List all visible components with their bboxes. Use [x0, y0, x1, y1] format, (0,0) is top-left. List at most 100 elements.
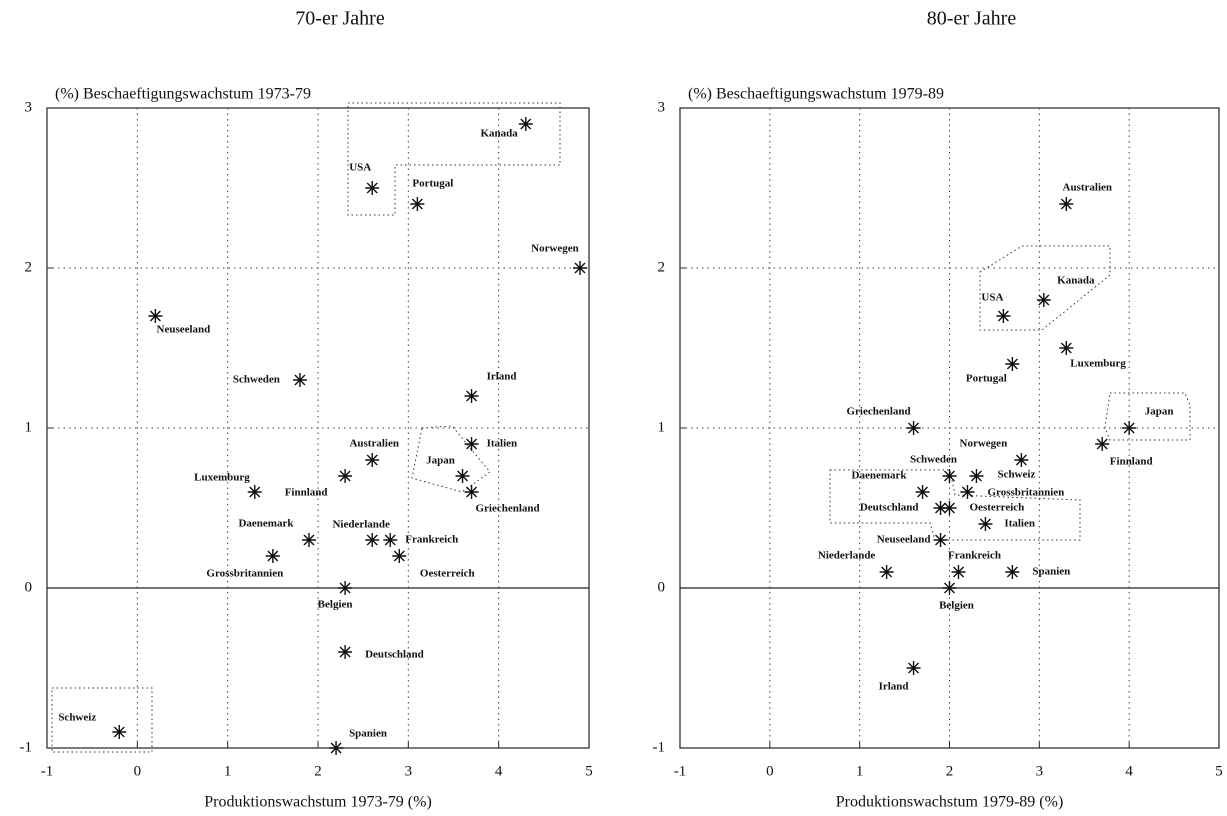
point-label: Deutschland	[860, 502, 919, 514]
point-marker	[969, 469, 984, 483]
point-marker	[1059, 341, 1074, 355]
point-marker	[906, 421, 921, 435]
point-marker	[572, 261, 587, 275]
x-tick-label: 5	[1215, 763, 1223, 779]
point-marker	[1122, 421, 1137, 435]
point-label: Frankreich	[405, 534, 458, 546]
point-label: Schweiz	[58, 712, 96, 724]
point-marker	[942, 581, 957, 595]
point-marker	[455, 469, 470, 483]
point-label: Grossbritannien	[206, 568, 283, 580]
point-label: Neuseeland	[877, 534, 931, 546]
point-marker	[365, 453, 380, 467]
point-marker	[915, 485, 930, 499]
point-label: Neuseeland	[157, 324, 211, 336]
point-marker	[933, 533, 948, 547]
point-marker	[906, 661, 921, 675]
chart-title: 80-er Jahre	[927, 8, 1017, 30]
point-label: Kanada	[480, 128, 518, 140]
y-tick-label: 2	[25, 259, 33, 275]
x-tick-label: 5	[585, 763, 593, 779]
point-marker	[933, 501, 948, 515]
x-tick-label: -1	[41, 763, 54, 779]
y-tick-label: -1	[653, 739, 666, 755]
point-marker	[265, 549, 280, 563]
point-label: Griechenland	[475, 503, 539, 515]
point-label: Norwegen	[531, 243, 579, 255]
x-tick-label: 0	[766, 763, 774, 779]
point-marker	[464, 485, 479, 499]
point-label: Norwegen	[960, 438, 1008, 450]
y-tick-label: -1	[20, 739, 33, 755]
x-tick-label: 4	[1125, 763, 1133, 779]
y-tick-label: 3	[658, 99, 666, 115]
point-label: Niederlande	[332, 519, 390, 531]
x-axis-label: Produktionswachstum 1979-89 (%)	[836, 794, 1064, 811]
point-label: Portugal	[412, 178, 453, 190]
point-marker	[365, 533, 380, 547]
y-tick-label: 1	[25, 419, 33, 435]
point-label: Australien	[349, 438, 399, 450]
point-marker	[383, 533, 398, 547]
point-label: Spanien	[1032, 566, 1070, 578]
point-label: Spanien	[349, 728, 387, 740]
x-tick-label: 1	[856, 763, 864, 779]
point-marker	[942, 469, 957, 483]
x-tick-label: 0	[134, 763, 142, 779]
point-marker	[338, 645, 353, 659]
y-tick-label: 0	[25, 579, 33, 595]
point-marker	[942, 501, 957, 515]
point-marker	[951, 565, 966, 579]
y-tick-label: 1	[658, 419, 666, 435]
point-label: Deutschland	[365, 649, 424, 661]
point-marker	[1036, 293, 1051, 307]
point-label: Italien	[1004, 518, 1035, 530]
x-tick-label: 2	[946, 763, 954, 779]
group-box	[347, 102, 561, 216]
y-axis-label: (%) Beschaeftigungswachstum 1973-79	[55, 86, 311, 103]
point-marker	[292, 373, 307, 387]
point-label: Luxemburg	[194, 472, 250, 484]
group-box	[411, 425, 491, 493]
point-marker	[329, 741, 344, 755]
point-label: Niederlande	[818, 550, 876, 562]
point-label: Frankreich	[948, 550, 1001, 562]
point-marker	[1014, 453, 1029, 467]
point-label: Irland	[879, 681, 909, 693]
point-marker	[1005, 357, 1020, 371]
point-marker	[464, 389, 479, 403]
point-marker	[1005, 565, 1020, 579]
point-label: Oesterreich	[970, 502, 1025, 514]
point-label: Italien	[487, 438, 518, 450]
point-marker	[247, 485, 262, 499]
x-tick-label: 4	[495, 763, 503, 779]
y-tick-label: 3	[25, 99, 33, 115]
point-marker	[978, 517, 993, 531]
point-label: Japan	[426, 455, 455, 467]
point-marker	[392, 549, 407, 563]
point-label: Japan	[1145, 406, 1174, 418]
point-marker	[301, 533, 316, 547]
point-marker	[960, 485, 975, 499]
point-marker	[338, 469, 353, 483]
point-label: Portugal	[966, 373, 1007, 385]
point-label: Schweden	[233, 374, 280, 386]
point-label: Oesterreich	[420, 568, 475, 580]
point-marker	[464, 437, 479, 451]
point-label: USA	[981, 292, 1003, 304]
point-label: Australien	[1063, 182, 1113, 194]
point-marker	[148, 309, 163, 323]
y-tick-label: 2	[658, 259, 666, 275]
point-label: Schweden	[910, 454, 957, 466]
point-marker	[365, 181, 380, 195]
point-label: Belgien	[318, 599, 353, 611]
point-label: Irland	[487, 371, 517, 383]
x-tick-label: -1	[674, 763, 687, 779]
point-label: Kanada	[1057, 275, 1095, 287]
point-marker	[1095, 437, 1110, 451]
point-label: Finnland	[285, 487, 328, 499]
point-marker	[410, 197, 425, 211]
x-tick-label: 1	[224, 763, 232, 779]
point-label: USA	[349, 162, 371, 174]
x-tick-label: 2	[314, 763, 322, 779]
